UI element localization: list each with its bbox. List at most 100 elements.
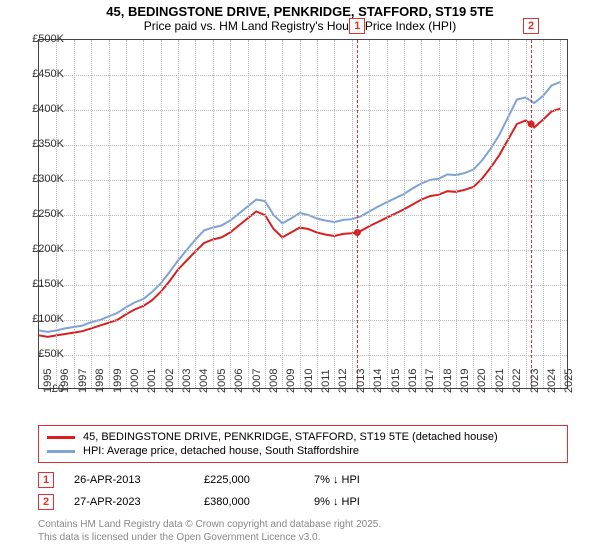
gridline-v bbox=[473, 40, 474, 388]
sale-price: £380,000 bbox=[204, 496, 294, 508]
y-axis-label: £500K bbox=[32, 33, 64, 45]
gridline-v bbox=[282, 40, 283, 388]
sale-date: 27-APR-2023 bbox=[74, 496, 184, 508]
gridline-v bbox=[178, 40, 179, 388]
gridline-v bbox=[126, 40, 127, 388]
x-axis-label: 2020 bbox=[476, 369, 488, 393]
y-axis-label: £100K bbox=[32, 313, 64, 325]
x-axis-label: 1999 bbox=[112, 369, 124, 393]
gridline-v bbox=[248, 40, 249, 388]
x-axis-label: 1996 bbox=[59, 369, 71, 393]
chart-title-line1: 45, BEDINGSTONE DRIVE, PENKRIDGE, STAFFO… bbox=[0, 0, 600, 19]
y-axis-label: £50K bbox=[38, 348, 64, 360]
gridline-v bbox=[109, 40, 110, 388]
x-axis-label: 2005 bbox=[216, 369, 228, 393]
gridline-v bbox=[404, 40, 405, 388]
sale-delta: 9% ↓ HPI bbox=[314, 496, 360, 508]
x-axis-label: 2013 bbox=[355, 369, 367, 393]
gridline-v bbox=[543, 40, 544, 388]
sale-marker-line bbox=[531, 40, 532, 388]
sale-marker-icon: 2 bbox=[38, 494, 54, 510]
gridline-h bbox=[39, 285, 567, 286]
x-axis-label: 2000 bbox=[129, 369, 141, 393]
sales-list: 1 26-APR-2013 £225,000 7% ↓ HPI 2 27-APR… bbox=[38, 469, 600, 513]
y-axis-label: £450K bbox=[32, 68, 64, 80]
gridline-v bbox=[439, 40, 440, 388]
sale-row: 1 26-APR-2013 £225,000 7% ↓ HPI bbox=[38, 469, 600, 491]
gridline-v bbox=[491, 40, 492, 388]
x-axis-label: 2002 bbox=[164, 369, 176, 393]
y-axis-label: £300K bbox=[32, 173, 64, 185]
y-axis-label: £400K bbox=[32, 103, 64, 115]
x-axis-label: 2012 bbox=[337, 369, 349, 393]
x-axis-label: 2025 bbox=[563, 369, 575, 393]
legend-box: 45, BEDINGSTONE DRIVE, PENKRIDGE, STAFFO… bbox=[38, 425, 568, 463]
x-axis-label: 2004 bbox=[198, 369, 210, 393]
x-axis-label: 1997 bbox=[77, 369, 89, 393]
sale-price: £225,000 bbox=[204, 474, 294, 486]
gridline-v bbox=[74, 40, 75, 388]
legend-row-price-paid: 45, BEDINGSTONE DRIVE, PENKRIDGE, STAFFO… bbox=[47, 430, 559, 444]
x-axis-label: 2018 bbox=[442, 369, 454, 393]
gridline-v bbox=[265, 40, 266, 388]
legend-row-hpi: HPI: Average price, detached house, Sout… bbox=[47, 444, 559, 458]
gridline-v bbox=[213, 40, 214, 388]
gridline-h bbox=[39, 215, 567, 216]
x-axis-label: 2010 bbox=[303, 369, 315, 393]
sale-delta: 7% ↓ HPI bbox=[314, 474, 360, 486]
credit-line: Contains HM Land Registry data © Crown c… bbox=[38, 519, 600, 532]
gridline-v bbox=[230, 40, 231, 388]
gridline-h bbox=[39, 355, 567, 356]
x-axis-label: 2006 bbox=[233, 369, 245, 393]
credit-line: This data is licensed under the Open Gov… bbox=[38, 532, 600, 545]
legend-swatch bbox=[47, 450, 75, 453]
gridline-v bbox=[300, 40, 301, 388]
gridline-v bbox=[508, 40, 509, 388]
y-axis-label: £200K bbox=[32, 243, 64, 255]
plot-region: 12 bbox=[38, 39, 568, 389]
gridline-h bbox=[39, 145, 567, 146]
x-axis-label: 2007 bbox=[251, 369, 263, 393]
legend-swatch bbox=[47, 436, 75, 439]
sale-marker-box: 2 bbox=[523, 18, 539, 34]
sale-marker-line bbox=[357, 40, 358, 388]
y-axis-label: £150K bbox=[32, 278, 64, 290]
y-axis-label: £250K bbox=[32, 208, 64, 220]
gridline-h bbox=[39, 110, 567, 111]
x-axis-label: 2024 bbox=[546, 369, 558, 393]
chart-title-line2: Price paid vs. HM Land Registry's House … bbox=[0, 19, 600, 35]
x-axis-label: 2003 bbox=[181, 369, 193, 393]
chart-area: 12 £0£50K£100K£150K£200K£250K£300K£350K£… bbox=[38, 39, 598, 419]
x-axis-label: 2014 bbox=[372, 369, 384, 393]
gridline-v bbox=[91, 40, 92, 388]
x-axis-label: 2023 bbox=[529, 369, 541, 393]
x-axis-label: 1998 bbox=[94, 369, 106, 393]
gridline-v bbox=[369, 40, 370, 388]
x-axis-label: 2001 bbox=[146, 369, 158, 393]
gridline-v bbox=[143, 40, 144, 388]
gridline-v bbox=[421, 40, 422, 388]
x-axis-label: 2011 bbox=[320, 369, 332, 393]
sale-row: 2 27-APR-2023 £380,000 9% ↓ HPI bbox=[38, 491, 600, 513]
legend-label: HPI: Average price, detached house, Sout… bbox=[83, 445, 359, 457]
gridline-h bbox=[39, 250, 567, 251]
gridline-v bbox=[195, 40, 196, 388]
gridline-v bbox=[161, 40, 162, 388]
x-axis-label: 1995 bbox=[42, 369, 54, 393]
x-axis-label: 2021 bbox=[494, 369, 506, 393]
sale-marker-box: 1 bbox=[349, 18, 365, 34]
x-axis-label: 2009 bbox=[285, 369, 297, 393]
x-axis-label: 2008 bbox=[268, 369, 280, 393]
x-axis-label: 2017 bbox=[424, 369, 436, 393]
sale-date: 26-APR-2013 bbox=[74, 474, 184, 486]
gridline-v bbox=[526, 40, 527, 388]
y-axis-label: £350K bbox=[32, 138, 64, 150]
sale-marker-icon: 1 bbox=[38, 472, 54, 488]
legend-label: 45, BEDINGSTONE DRIVE, PENKRIDGE, STAFFO… bbox=[83, 431, 498, 443]
x-axis-label: 2016 bbox=[407, 369, 419, 393]
x-axis-label: 2015 bbox=[390, 369, 402, 393]
gridline-v bbox=[387, 40, 388, 388]
gridline-v bbox=[334, 40, 335, 388]
x-axis-label: 2019 bbox=[459, 369, 471, 393]
gridline-v bbox=[352, 40, 353, 388]
